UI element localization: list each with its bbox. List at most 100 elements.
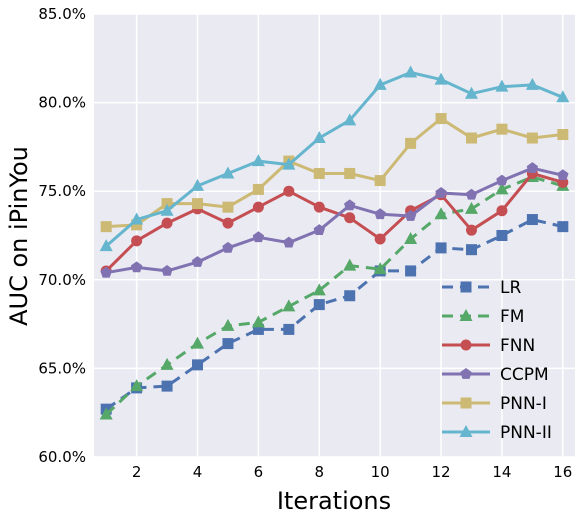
x-tick-label: 8 xyxy=(315,463,325,481)
data-point xyxy=(221,318,235,331)
data-point xyxy=(252,183,264,195)
legend-marker xyxy=(459,425,473,437)
data-point xyxy=(160,357,174,370)
data-point xyxy=(557,221,569,233)
data-point xyxy=(282,299,296,312)
series-pnn-ii xyxy=(99,65,570,252)
data-point xyxy=(495,79,509,92)
series-line xyxy=(105,218,564,411)
data-point xyxy=(282,157,296,170)
data-point xyxy=(495,182,509,195)
data-point xyxy=(251,154,265,167)
data-point xyxy=(252,231,265,243)
data-point xyxy=(464,201,478,214)
x-tick-label: 6 xyxy=(254,463,264,481)
data-point xyxy=(496,230,508,241)
data-point xyxy=(221,166,235,179)
data-point xyxy=(222,201,234,213)
data-point xyxy=(405,137,417,149)
data-point xyxy=(252,201,264,213)
y-tick-labels: 60.0% 65.0% 70.0% 75.0% 80.0% 85.0% xyxy=(38,5,86,466)
data-point xyxy=(251,315,265,328)
series-line xyxy=(105,175,564,416)
data-point xyxy=(191,256,204,267)
data-point xyxy=(192,198,204,210)
data-point xyxy=(526,214,538,226)
data-point xyxy=(465,188,478,200)
data-point xyxy=(374,208,386,220)
series-ccpm xyxy=(100,162,569,278)
data-point xyxy=(161,264,173,276)
data-point xyxy=(130,379,144,392)
y-tick-label: 85.0% xyxy=(38,5,86,23)
data-point xyxy=(252,323,264,335)
data-point xyxy=(465,132,477,144)
data-point xyxy=(161,217,173,229)
data-point xyxy=(435,242,447,254)
legend-label: PNN-II xyxy=(500,423,552,443)
legend-item: FNN xyxy=(442,336,535,356)
data-point xyxy=(160,203,174,216)
data-point xyxy=(525,77,539,90)
y-tick-label: 65.0% xyxy=(38,359,86,377)
data-point xyxy=(404,210,417,221)
data-point xyxy=(313,201,325,213)
data-point xyxy=(496,205,508,217)
data-point xyxy=(343,113,357,126)
data-point xyxy=(222,338,234,350)
data-point xyxy=(313,224,325,236)
data-point xyxy=(405,265,417,277)
y-tick-label: 80.0% xyxy=(38,94,86,112)
data-point xyxy=(130,212,144,225)
data-point xyxy=(374,175,386,187)
series-line xyxy=(106,117,563,229)
x-tick-label: 16 xyxy=(553,463,572,481)
series-line xyxy=(105,172,564,272)
data-point xyxy=(99,239,113,252)
data-point xyxy=(100,221,112,233)
y-axis-label: AUC on iPinYou xyxy=(5,146,33,326)
data-point xyxy=(404,232,418,245)
series-line xyxy=(105,71,564,248)
series-pnn-i xyxy=(100,113,569,233)
legend-label: FNN xyxy=(500,336,535,356)
y-tick-label: 75.0% xyxy=(38,182,86,200)
data-point xyxy=(344,199,356,211)
data-point xyxy=(131,219,143,231)
data-point xyxy=(434,207,448,220)
data-point xyxy=(557,128,569,140)
data-point xyxy=(435,113,447,125)
legend-marker xyxy=(460,281,472,293)
legend-marker xyxy=(459,309,473,321)
data-point xyxy=(191,178,205,191)
legend-marker xyxy=(460,368,472,379)
data-point xyxy=(344,290,356,302)
data-point xyxy=(557,169,569,181)
series-lines xyxy=(99,65,570,420)
data-point xyxy=(344,212,356,224)
data-point xyxy=(435,186,447,198)
data-point xyxy=(434,72,448,85)
data-point xyxy=(222,217,234,229)
x-tick-label: 2 xyxy=(132,463,142,481)
data-point xyxy=(343,258,357,271)
data-point xyxy=(526,162,539,174)
x-tick-label: 10 xyxy=(371,463,390,481)
data-point xyxy=(161,198,173,210)
data-point xyxy=(131,235,143,247)
x-tick-label: 4 xyxy=(193,463,203,481)
x-tick-labels: 2 4 6 8 10 12 14 16 xyxy=(132,463,573,481)
data-point xyxy=(191,336,205,349)
data-point xyxy=(312,131,326,144)
data-point xyxy=(313,299,325,311)
data-point xyxy=(526,132,538,144)
data-point xyxy=(464,86,478,99)
data-point xyxy=(373,262,387,275)
data-point xyxy=(222,241,234,253)
legend-item: FM xyxy=(442,307,524,327)
x-axis-label: Iterations xyxy=(277,487,391,515)
data-point xyxy=(556,90,570,103)
legend-item: CCPM xyxy=(442,365,549,385)
x-tick-label: 12 xyxy=(432,463,451,481)
